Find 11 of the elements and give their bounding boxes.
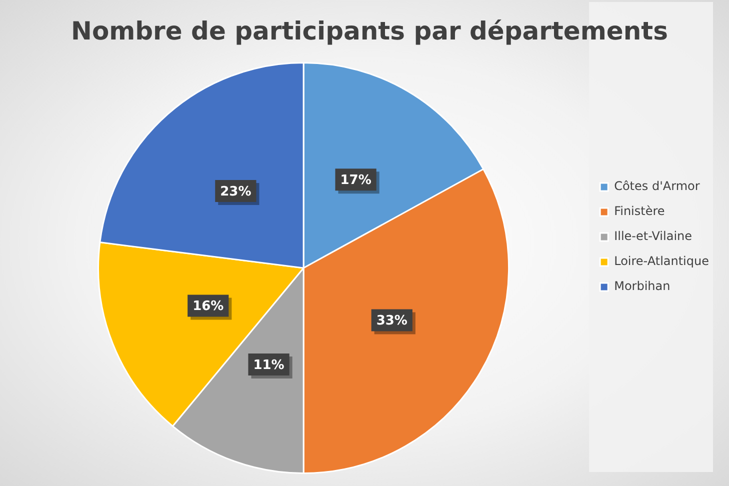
data-label: 11%	[253, 358, 284, 373]
legend-label: Ille-et-Vilaine	[614, 229, 692, 244]
data-label: 16%	[192, 299, 224, 314]
data-label: 23%	[220, 184, 252, 200]
legend-label: Finistère	[614, 204, 665, 218]
data-label: 17%	[340, 173, 372, 188]
legend-label: Morbihan	[614, 279, 670, 294]
chart-title: Nombre de participants par départements	[71, 16, 668, 46]
legend-label: Côtes d'Armor	[614, 179, 700, 194]
legend-label: Loire-Atlantique	[614, 254, 710, 268]
data-label: 33%	[376, 314, 408, 329]
